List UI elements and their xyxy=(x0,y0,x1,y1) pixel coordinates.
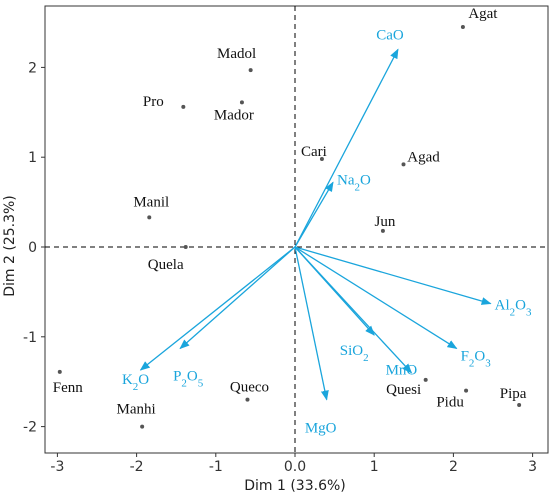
point-label-quela: Quela xyxy=(148,257,184,273)
y-tick-label: -2 xyxy=(23,420,37,436)
point-agad xyxy=(401,162,406,167)
point-label-mador: Mador xyxy=(214,107,254,123)
x-axis-title: Dim 1 (33.6%) xyxy=(244,478,346,494)
variable-label-al2o3: Al2O3 xyxy=(495,298,532,319)
x-tick-label: 2 xyxy=(449,459,458,475)
variable-label-f2o3: F2O3 xyxy=(461,348,492,369)
arrow-na2o xyxy=(294,181,334,248)
point-label-madol: Madol xyxy=(217,46,256,62)
point-quela xyxy=(183,245,188,249)
point-jun xyxy=(380,228,385,233)
plot-frame xyxy=(44,5,549,454)
arrow-k2o xyxy=(139,246,296,371)
point-label-pro: Pro xyxy=(143,94,164,110)
variable-label-p2o5: P2O5 xyxy=(173,368,204,389)
point-label-cari: Cari xyxy=(301,144,327,160)
arrow-al2o3 xyxy=(294,246,492,305)
arrow-mgo xyxy=(294,246,329,401)
x-tick-label: -3 xyxy=(50,459,64,475)
variable-label-mno: MnO xyxy=(386,363,418,379)
point-pipa xyxy=(517,403,522,408)
arrow-mno xyxy=(294,246,413,374)
y-tick-label: 1 xyxy=(28,150,37,166)
x-tick-label: -2 xyxy=(130,459,144,475)
variable-label-k2o: K2O xyxy=(122,372,149,393)
point-mador xyxy=(239,100,244,105)
point-label-agad: Agad xyxy=(407,149,440,165)
point-label-jun: Jun xyxy=(374,214,395,230)
x-tick-label: -1 xyxy=(209,459,223,475)
point-label-manhi: Manhi xyxy=(117,402,156,418)
point-quesi xyxy=(423,377,428,382)
x-tick-label: 0.0 xyxy=(284,459,306,475)
point-label-agat: Agat xyxy=(468,6,498,22)
point-cari xyxy=(319,156,324,161)
point-pro xyxy=(181,104,186,109)
y-tick-label: 0 xyxy=(28,240,37,256)
arrow-p2o5 xyxy=(179,246,296,350)
y-axis-title: Dim 2 (25.3%) xyxy=(2,195,18,297)
point-label-pidu: Pidu xyxy=(436,395,464,411)
variable-label-sio2: SiO2 xyxy=(340,343,369,364)
y-tick-label: -1 xyxy=(23,330,37,346)
x-tick-label: 1 xyxy=(370,459,379,475)
arrow-f2o3 xyxy=(294,246,458,350)
point-fenn xyxy=(57,369,62,374)
variable-label-mgo: MgO xyxy=(305,421,337,437)
point-agat xyxy=(460,24,465,29)
point-queco xyxy=(245,397,250,402)
point-manil xyxy=(147,215,152,220)
point-label-manil: Manil xyxy=(133,194,169,210)
point-madol xyxy=(248,68,253,73)
arrow-cao xyxy=(294,48,399,248)
point-label-quesi: Quesi xyxy=(386,382,421,398)
point-pidu xyxy=(464,388,469,393)
y-tick-label: 2 xyxy=(28,60,37,76)
x-tick-label: 3 xyxy=(528,459,537,475)
point-label-pipa: Pipa xyxy=(500,386,527,402)
point-label-fenn: Fenn xyxy=(53,380,84,396)
point-label-queco: Queco xyxy=(230,380,269,396)
variable-label-na2o: Na2O xyxy=(337,172,371,193)
point-manhi xyxy=(140,424,145,429)
variable-label-cao: CaO xyxy=(376,27,404,43)
